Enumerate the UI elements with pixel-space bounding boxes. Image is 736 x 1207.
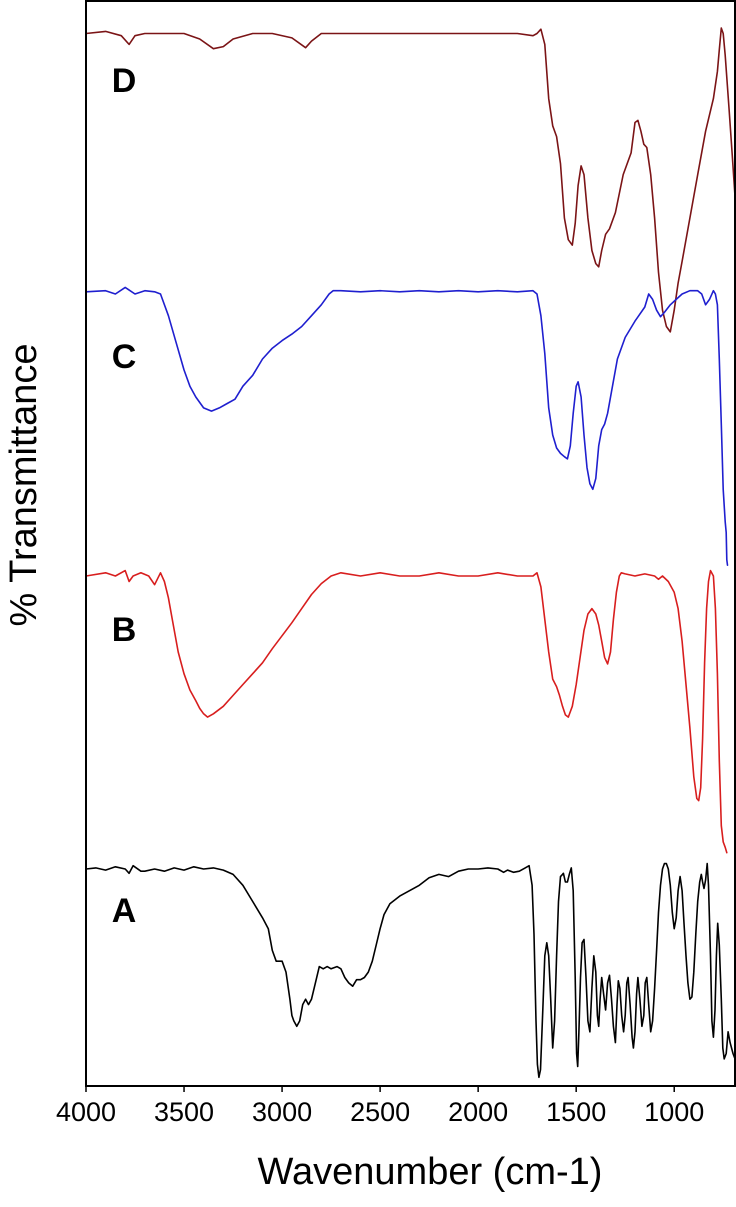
x-tick-label-3000: 3000: [252, 1097, 312, 1127]
series-label-b: B: [112, 611, 137, 649]
series-line-b: [86, 569, 728, 854]
series-labels: D C B A: [112, 62, 137, 930]
y-axis-title: % Transmittance: [3, 344, 45, 627]
series-label-a: A: [112, 892, 137, 930]
x-tick-label-2500: 2500: [350, 1097, 410, 1127]
x-tick-label-4000: 4000: [56, 1097, 116, 1127]
series-traces: [86, 27, 735, 1079]
series-line-c: [86, 286, 729, 566]
x-axis-ticks: [85, 1086, 675, 1092]
x-tick-label-1000: 1000: [644, 1097, 704, 1127]
x-axis-title: Wavenumber (cm-1): [258, 1151, 603, 1193]
x-tick-label-2000: 2000: [448, 1097, 508, 1127]
x-axis-tick-labels: 4000 3500 3000 2500 2000 1500 1000: [56, 1097, 704, 1127]
series-label-c: C: [112, 338, 137, 376]
plot-frame: [85, 0, 736, 1087]
series-line-d: [86, 27, 735, 333]
x-tick-label-3500: 3500: [154, 1097, 214, 1127]
series-line-a: [86, 862, 735, 1079]
series-label-d: D: [112, 62, 137, 100]
x-tick-label-1500: 1500: [546, 1097, 606, 1127]
